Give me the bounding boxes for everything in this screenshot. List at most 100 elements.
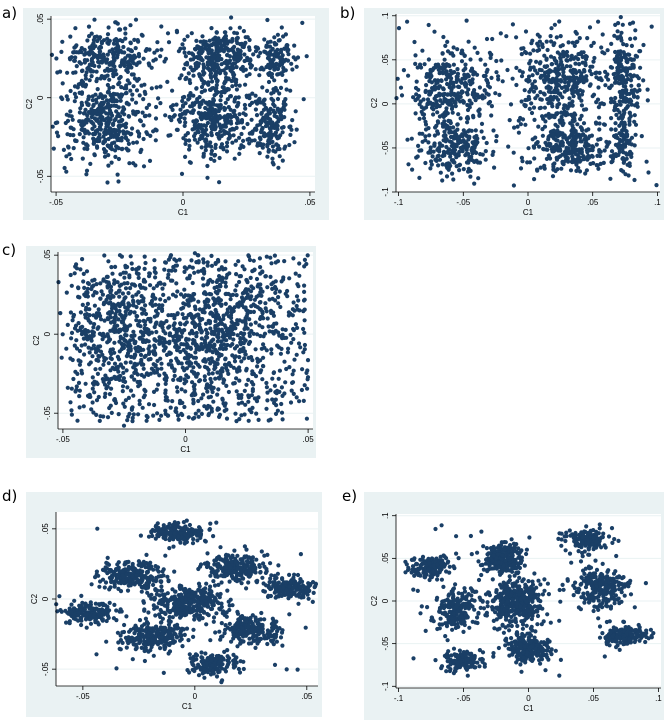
panel-label-d: d) xyxy=(2,487,18,505)
scatter-point xyxy=(541,73,546,78)
scatter-point xyxy=(396,26,402,31)
scatter-point xyxy=(210,57,215,62)
scatter-point xyxy=(148,371,153,376)
scatter-point xyxy=(120,110,125,115)
scatter-point xyxy=(567,142,572,147)
scatter-point xyxy=(275,388,280,393)
scatter-point xyxy=(223,325,228,330)
scatter-point xyxy=(247,136,252,141)
scatter-point xyxy=(539,68,544,73)
scatter-point xyxy=(118,64,123,69)
scatter-point xyxy=(253,320,258,325)
scatter-point xyxy=(280,332,285,337)
scatter-point xyxy=(83,76,88,81)
scatter-point xyxy=(213,299,218,304)
scatter-point xyxy=(235,333,240,338)
scatter-point xyxy=(224,366,229,371)
scatter-point xyxy=(453,100,458,105)
scatter-point xyxy=(189,298,194,303)
scatter-point xyxy=(94,412,99,417)
scatter-point xyxy=(217,104,222,109)
scatter-point xyxy=(626,173,631,178)
scatter-point xyxy=(215,53,221,58)
scatter-point xyxy=(596,85,601,90)
scatter-point xyxy=(208,326,213,331)
scatter-point xyxy=(448,120,453,126)
scatter-point xyxy=(588,82,593,87)
scatter-point xyxy=(271,57,276,62)
scatter-point xyxy=(141,164,147,169)
scatter-point xyxy=(69,408,74,413)
scatter-point xyxy=(429,80,434,85)
scatter-point xyxy=(141,136,146,142)
scatter-point xyxy=(78,310,83,315)
scatter-point xyxy=(532,145,537,150)
scatter-point xyxy=(196,130,201,135)
x-tick-label: -.05 xyxy=(49,198,63,207)
scatter-point xyxy=(566,159,571,164)
scatter-point xyxy=(172,316,177,321)
scatter-point xyxy=(178,321,183,326)
scatter-point xyxy=(633,122,639,127)
scatter-point xyxy=(470,80,475,85)
scatter-point xyxy=(86,329,91,334)
scatter-point xyxy=(104,124,109,130)
scatter-point xyxy=(295,325,300,330)
scatter-point xyxy=(290,118,295,123)
scatter-point xyxy=(206,279,211,284)
scatter-point xyxy=(287,142,292,148)
scatter-point xyxy=(184,266,189,271)
scatter-point xyxy=(182,37,187,42)
scatter-point xyxy=(77,362,82,367)
scatter-point xyxy=(464,116,470,121)
scatter-point xyxy=(153,308,159,313)
y-tick-label: 0 xyxy=(36,95,45,100)
scatter-point xyxy=(591,40,596,46)
scatter-point xyxy=(214,86,219,91)
scatter-point xyxy=(92,277,97,282)
scatter-point xyxy=(528,51,533,56)
scatter-point xyxy=(121,401,126,406)
scatter-point xyxy=(434,98,439,104)
scatter-point xyxy=(301,97,306,102)
scatter-point xyxy=(477,112,482,117)
scatter-point xyxy=(126,291,131,296)
scatter-point xyxy=(423,127,429,132)
scatter-point xyxy=(519,155,524,160)
scatter-point xyxy=(78,106,83,111)
scatter-point xyxy=(85,38,90,43)
scatter-point xyxy=(596,19,601,24)
scatter-point xyxy=(555,138,560,143)
scatter-point xyxy=(272,67,277,72)
scatter-point xyxy=(247,257,253,263)
scatter-point xyxy=(145,415,150,420)
scatter-point xyxy=(245,292,250,297)
scatter-point xyxy=(219,90,224,95)
scatter-point xyxy=(444,106,449,111)
scatter-point xyxy=(282,259,287,264)
scatter-point xyxy=(86,102,91,107)
scatter-point xyxy=(548,142,553,147)
scatter-point xyxy=(139,32,144,37)
scatter-point xyxy=(73,26,78,31)
scatter-point xyxy=(294,395,299,400)
scatter-point xyxy=(142,354,147,359)
scatter-point xyxy=(142,374,147,379)
scatter-point xyxy=(135,372,140,377)
scatter-point xyxy=(229,15,234,20)
scatter-point xyxy=(406,162,411,167)
scatter-point xyxy=(583,57,589,62)
scatter-point xyxy=(107,77,112,82)
scatter-point xyxy=(645,98,650,103)
scatter-point xyxy=(108,347,113,352)
scatter-point xyxy=(145,330,150,335)
scatter-point xyxy=(574,140,579,145)
scatter-point xyxy=(124,146,129,151)
scatter-point xyxy=(589,72,594,77)
scatter-point xyxy=(568,168,574,173)
scatter-point xyxy=(70,318,75,323)
scatter-point xyxy=(193,392,198,397)
scatter-point xyxy=(213,76,219,81)
scatter-point xyxy=(199,84,205,90)
scatter-point xyxy=(464,82,469,87)
